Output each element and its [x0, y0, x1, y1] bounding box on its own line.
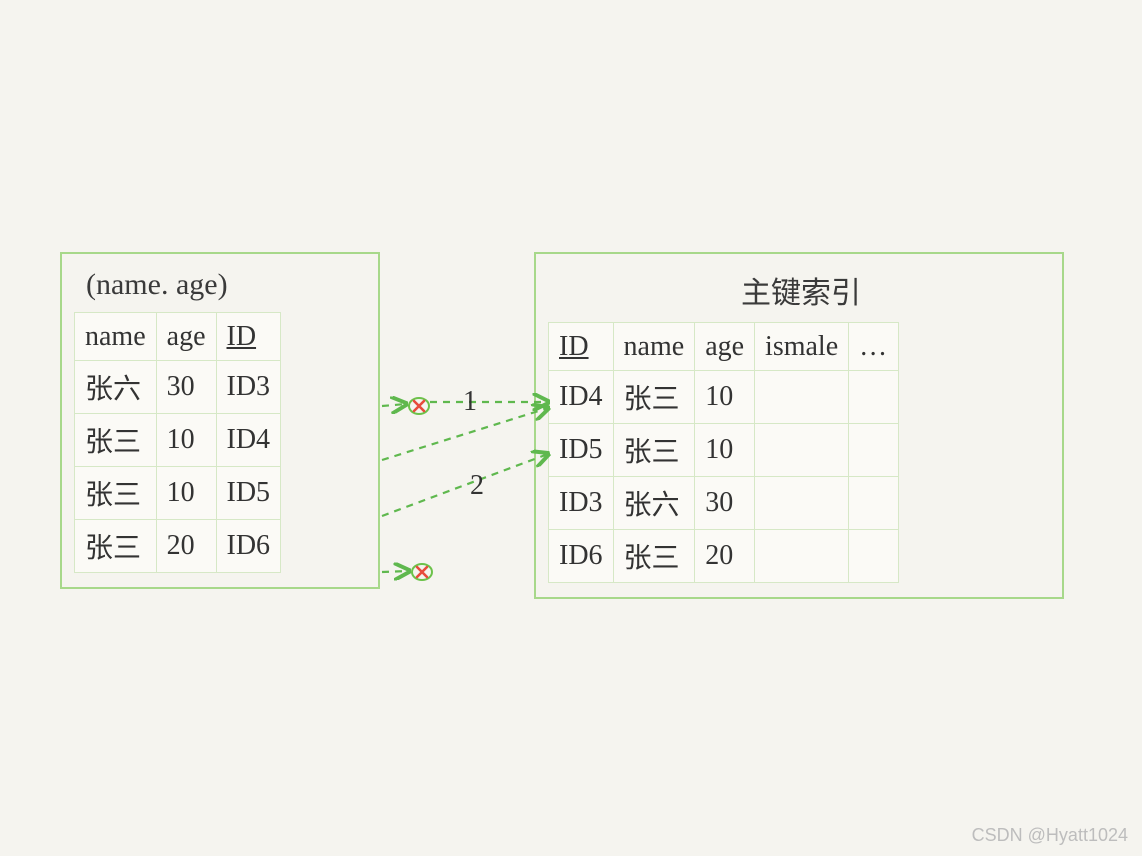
dashed-arrow	[382, 454, 548, 516]
left-index-table: nameageID 张六30ID3张三10ID4张三10ID5张三20ID6	[74, 312, 281, 573]
table-cell	[849, 371, 899, 424]
table-cell: 30	[156, 361, 216, 414]
table-row: 张三10ID4	[75, 414, 281, 467]
table-cell	[755, 530, 849, 583]
table-cell: ID4	[549, 371, 614, 424]
left-panel-title: (name. age)	[74, 264, 366, 312]
right-panel-title: 主键索引	[548, 264, 1050, 322]
table-cell	[755, 477, 849, 530]
table-row: ID3张六30	[549, 477, 899, 530]
arrow-label: 1	[463, 386, 477, 418]
watermark-text: CSDN @Hyatt1024	[972, 825, 1128, 846]
table-cell	[849, 424, 899, 477]
table-cell: 10	[156, 414, 216, 467]
dashed-arrow	[382, 571, 409, 572]
dashed-arrow	[382, 404, 406, 406]
col-header: age	[695, 323, 755, 371]
col-header: name	[613, 323, 695, 371]
col-header: name	[75, 313, 157, 361]
reject-cross-icon	[408, 395, 430, 417]
table-row: 张三20ID6	[75, 520, 281, 573]
col-header: ismale	[755, 323, 849, 371]
table-cell: 10	[695, 371, 755, 424]
table-row: ID5张三10	[549, 424, 899, 477]
table-cell: 张三	[75, 520, 157, 573]
table-cell	[849, 477, 899, 530]
table-cell: ID5	[216, 467, 281, 520]
table-cell: 张三	[75, 467, 157, 520]
col-header: ID	[216, 313, 281, 361]
table-row: 张六30ID3	[75, 361, 281, 414]
table-row: 张三10ID5	[75, 467, 281, 520]
table-cell: 张三	[613, 371, 695, 424]
table-cell: 张三	[613, 424, 695, 477]
col-header: …	[849, 323, 899, 371]
table-cell: ID5	[549, 424, 614, 477]
col-header: ID	[549, 323, 614, 371]
table-cell: 10	[695, 424, 755, 477]
table-cell: 张三	[613, 530, 695, 583]
reject-cross-icon	[411, 561, 433, 583]
right-pk-table: IDnameageismale… ID4张三10ID5张三10ID3张六30ID…	[548, 322, 899, 583]
table-row: ID4张三10	[549, 371, 899, 424]
table-cell	[755, 371, 849, 424]
table-row: ID6张三20	[549, 530, 899, 583]
table-cell: ID4	[216, 414, 281, 467]
table-cell: ID3	[216, 361, 281, 414]
table-cell: 10	[156, 467, 216, 520]
table-cell: 张三	[75, 414, 157, 467]
table-cell: ID3	[549, 477, 614, 530]
table-cell: ID6	[549, 530, 614, 583]
table-cell: 张六	[75, 361, 157, 414]
table-cell: 30	[695, 477, 755, 530]
table-cell: 张六	[613, 477, 695, 530]
arrow-label: 2	[470, 470, 484, 502]
table-cell: 20	[695, 530, 755, 583]
col-header: age	[156, 313, 216, 361]
table-cell	[849, 530, 899, 583]
table-cell: 20	[156, 520, 216, 573]
table-cell	[755, 424, 849, 477]
left-index-panel: (name. age) nameageID 张六30ID3张三10ID4张三10…	[60, 252, 380, 589]
table-cell: ID6	[216, 520, 281, 573]
right-pk-panel: 主键索引 IDnameageismale… ID4张三10ID5张三10ID3张…	[534, 252, 1064, 599]
